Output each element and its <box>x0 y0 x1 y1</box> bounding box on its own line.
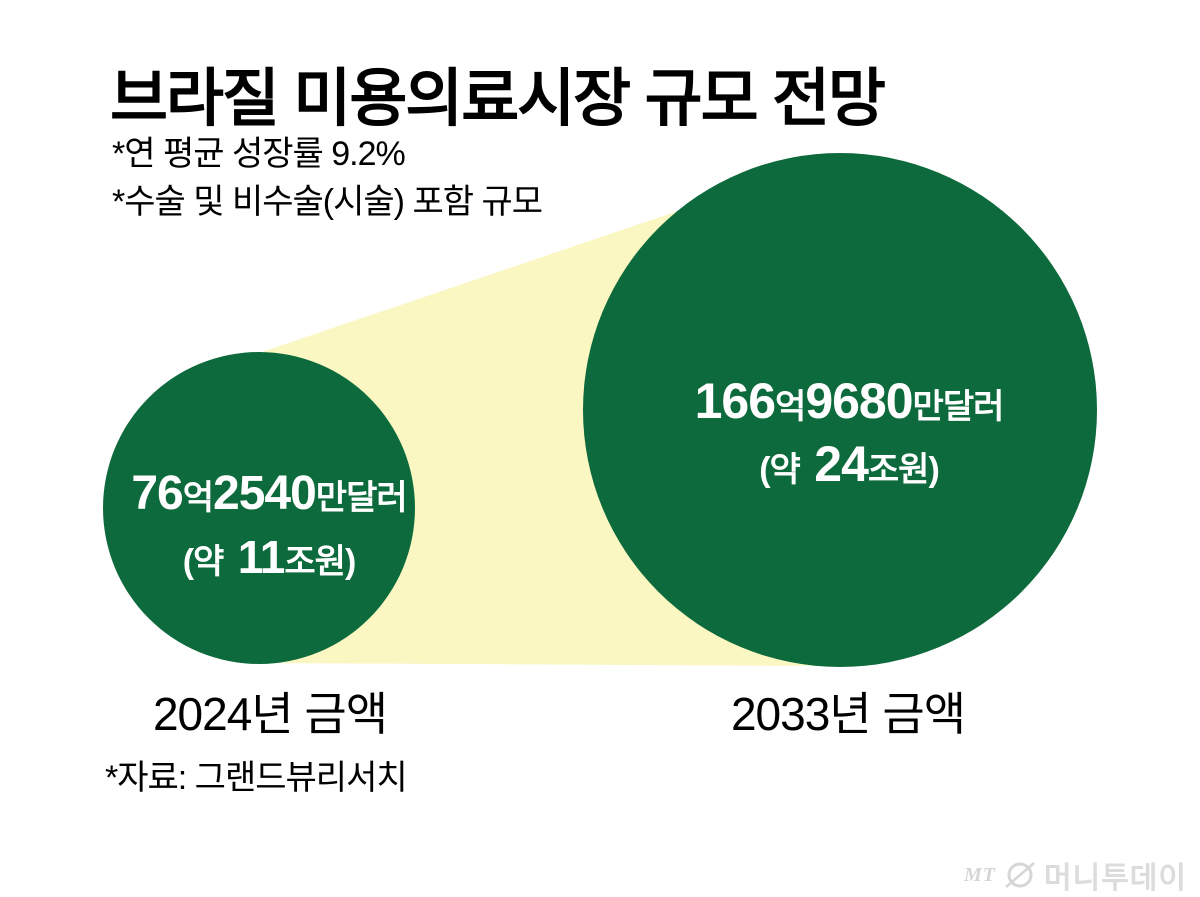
bubble-2033-value: 166억9680만달러 (약 24조원) <box>649 376 1049 502</box>
value-2024-unit-eok: 억 <box>182 479 214 517</box>
bubble-2024-krw-line: (약 11조원) <box>89 531 449 595</box>
value-2024-usd-number-2: 2540 <box>213 467 317 520</box>
krw-2033-suffix: 조원) <box>867 451 940 489</box>
krw-2024-number: 11 <box>237 531 286 583</box>
bubble-2033-usd-line: 166억9680만달러 <box>649 376 1049 439</box>
bubble-2024-usd-line: 76억2540만달러 <box>89 468 449 531</box>
moneytoday-logo-icon <box>1005 862 1035 888</box>
value-2033-usd-number-1: 166 <box>694 373 776 429</box>
moneytoday-name: 머니투데이 <box>1044 862 1187 895</box>
krw-2024-prefix: (약 <box>182 543 232 581</box>
krw-2024-suffix: 조원) <box>284 543 356 581</box>
source-note: *자료: 그랜드뷰리서치 <box>105 759 408 797</box>
value-2024-usd-number-1: 76 <box>131 467 183 520</box>
krw-2033-number: 24 <box>814 436 869 492</box>
value-2024-unit-man-dollar: 만달러 <box>315 479 408 517</box>
note-growth-rate: *연 평균 성장률 9.2% <box>112 135 406 173</box>
category-label-2033: 2033년 금액 <box>730 688 966 740</box>
bubble-2033-circle <box>583 153 1097 667</box>
bubble-2024-circle <box>103 352 415 664</box>
chart-notes: *연 평균 성장률 9.2% *수술 및 비수술(시술) 포함 규모 <box>112 130 543 226</box>
bubble-2033-krw-line: (약 24조원) <box>649 439 1049 502</box>
krw-2033-prefix: (약 <box>759 451 809 489</box>
chart-title: 브라질 미용의료시장 규모 전망 <box>110 64 886 134</box>
value-2033-unit-eok: 억 <box>775 388 806 426</box>
category-label-2024: 2024년 금액 <box>152 688 388 740</box>
moneytoday-watermark: MT 머니투데이 <box>964 853 1187 897</box>
bubble-2024-value: 76억2540만달러 (약 11조원) <box>89 468 449 595</box>
value-2033-usd-number-2: 9680 <box>805 373 913 429</box>
note-scope: *수술 및 비수술(시술) 포함 규모 <box>112 183 543 221</box>
value-2033-unit-man-dollar: 만달러 <box>912 388 1005 426</box>
mt-logo-text: MT <box>964 863 996 886</box>
